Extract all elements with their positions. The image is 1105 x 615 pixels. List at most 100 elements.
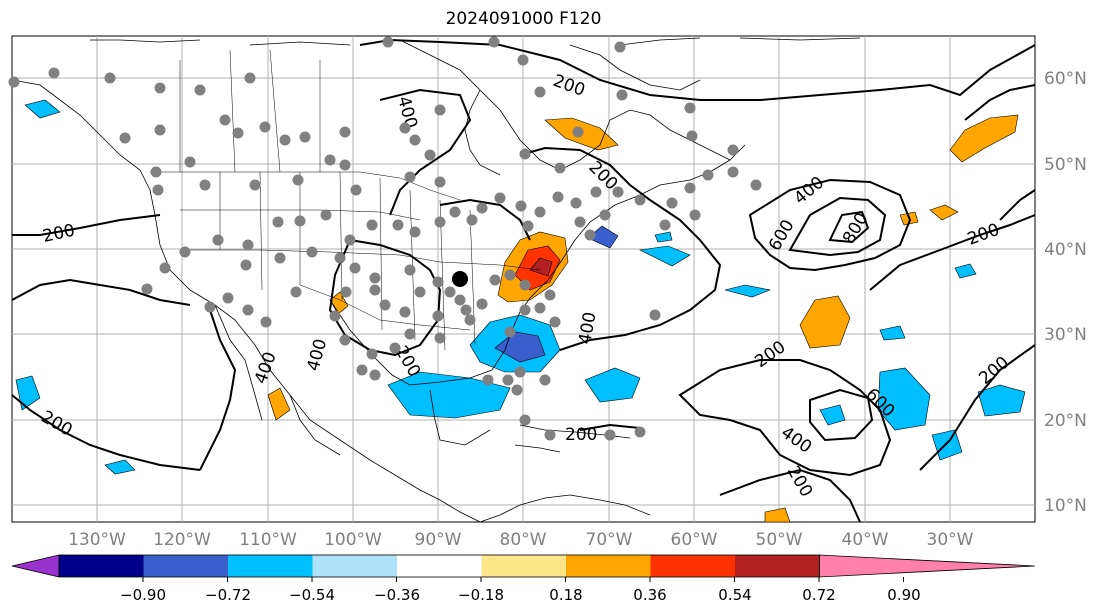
station-marker: [294, 215, 306, 227]
colorbar-tick: −0.72: [205, 586, 251, 604]
colorbar-segment: [397, 555, 482, 577]
lon-label: 30°W: [927, 530, 974, 550]
lat-label: 30°N: [1044, 325, 1087, 345]
station-marker: [242, 239, 254, 251]
station-marker: [511, 384, 523, 396]
colorbar-tick: 0.18: [549, 586, 582, 604]
lat-label: 50°N: [1044, 155, 1087, 175]
station-marker: [414, 286, 426, 298]
station-marker: [194, 84, 206, 96]
station-marker: [460, 304, 472, 316]
station-marker: [409, 134, 421, 146]
station-marker: [689, 209, 701, 221]
station-marker: [222, 292, 234, 304]
colorbar-segment: [735, 555, 820, 577]
station-marker: [8, 76, 20, 88]
station-marker: [369, 284, 381, 296]
station-marker: [614, 41, 626, 53]
station-marker: [150, 166, 162, 178]
station-marker: [539, 374, 551, 386]
station-marker: [260, 316, 272, 328]
station-marker: [570, 197, 582, 209]
station-marker: [502, 374, 514, 386]
station-marker: [184, 156, 196, 168]
lon-label: 40°W: [842, 530, 889, 550]
lat-label: 60°N: [1044, 69, 1087, 89]
station-marker: [159, 262, 171, 274]
map-title: 2024091000 F120: [445, 9, 602, 29]
lat-label: 40°N: [1044, 240, 1087, 260]
station-marker: [292, 174, 304, 186]
station-marker: [489, 274, 501, 286]
station-marker: [249, 179, 261, 191]
station-marker: [409, 226, 421, 238]
colorbar-tick: 0.72: [802, 586, 835, 604]
colorbar-segment: [312, 555, 398, 577]
station-marker: [534, 302, 546, 314]
colorbar-tick: −0.18: [458, 586, 504, 604]
colorbar: [11, 554, 1036, 582]
station-marker: [574, 216, 586, 228]
contour-label: 200: [565, 425, 597, 445]
station-marker: [494, 192, 506, 204]
colorbar-segment: [481, 555, 567, 577]
station-marker: [339, 126, 351, 138]
station-marker: [554, 162, 566, 174]
station-marker: [684, 102, 696, 114]
station-marker: [320, 209, 332, 221]
colorbar-tick: 0.36: [633, 586, 666, 604]
highlight-station-marker: [452, 271, 468, 287]
latitude-labels: 60°N 50°N 40°N 30°N 20°N 10°N: [1044, 69, 1087, 516]
station-marker: [572, 126, 584, 138]
station-marker: [584, 229, 596, 241]
station-marker: [702, 169, 714, 181]
station-marker: [544, 429, 556, 441]
station-marker: [649, 309, 661, 321]
station-marker: [434, 332, 446, 344]
station-marker: [369, 272, 381, 284]
station-marker: [382, 36, 394, 48]
colorbar-segment: [650, 555, 736, 577]
station-marker: [272, 216, 284, 228]
station-marker: [434, 176, 446, 188]
lon-label: 50°W: [756, 530, 803, 550]
station-marker: [424, 149, 436, 161]
station-marker: [290, 286, 302, 298]
station-marker: [141, 283, 153, 295]
station-marker: [686, 130, 698, 142]
colorbar-segment: [566, 555, 651, 577]
station-marker: [466, 214, 478, 226]
colorbar-segment: [228, 555, 313, 577]
station-marker: [476, 298, 488, 310]
colorbar-segment: [143, 555, 229, 577]
graticule: [12, 36, 1035, 522]
station-marker: [599, 209, 611, 221]
station-marker: [349, 262, 361, 274]
station-marker: [476, 202, 488, 214]
station-marker: [329, 310, 341, 322]
station-marker: [344, 234, 356, 246]
colorbar-tick: −0.36: [374, 586, 420, 604]
station-marker: [684, 182, 696, 194]
station-marker: [514, 366, 526, 378]
station-marker: [179, 246, 191, 258]
station-marker: [750, 179, 762, 191]
station-marker: [404, 328, 416, 340]
colorbar-tick-labels: −0.90 −0.72 −0.54 −0.36 −0.18 0.18 0.36 …: [120, 586, 921, 604]
station-marker: [404, 264, 416, 276]
station-marker: [366, 219, 378, 231]
station-marker: [504, 326, 516, 338]
lon-label: 130°W: [68, 530, 126, 550]
station-marker: [389, 342, 401, 354]
station-marker: [604, 429, 616, 441]
station-marker: [519, 148, 531, 160]
lon-label: 100°W: [324, 530, 382, 550]
station-marker: [204, 301, 216, 313]
station-marker: [464, 314, 476, 326]
colorbar-segment: [59, 555, 144, 577]
station-marker: [104, 72, 116, 84]
station-marker: [590, 186, 602, 198]
station-marker: [519, 304, 531, 316]
station-marker: [522, 220, 534, 232]
